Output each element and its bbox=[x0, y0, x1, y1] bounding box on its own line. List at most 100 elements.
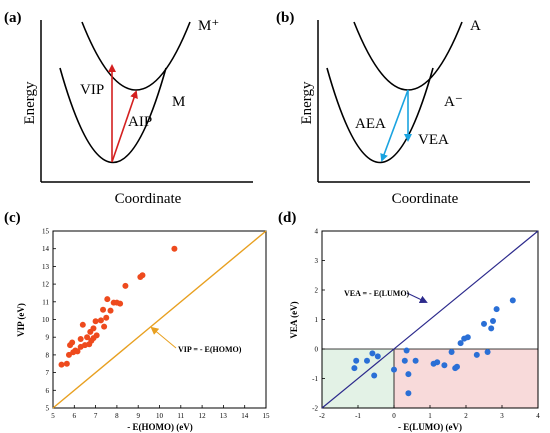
panel-d-label: (d) bbox=[278, 210, 296, 226]
panel-d-x-tick-label: 3 bbox=[500, 412, 504, 420]
panel-c-x-tick-label: 12 bbox=[199, 412, 207, 420]
panel-d-point bbox=[364, 357, 370, 364]
panel-c: (c) 5 6 7 8 9 10 11 12 13 14 15 5 6 7 8 9 10 11 12 13 14 15 V… bbox=[4, 210, 270, 432]
panel-d-x-tick-label: -1 bbox=[355, 412, 361, 420]
panel-c-x-tick-label: 5 bbox=[51, 412, 55, 420]
panel-d-point bbox=[351, 365, 358, 372]
panel-c-y-tick-label: 10 bbox=[42, 316, 50, 324]
panel-c-x-tick-label: 7 bbox=[94, 412, 98, 420]
panel-c-point bbox=[101, 323, 108, 330]
panel-d-point bbox=[473, 351, 480, 358]
panel-c-point bbox=[107, 307, 114, 314]
panel-b-label: (b) bbox=[276, 10, 294, 26]
panel-d-y-tick-label: 4 bbox=[315, 228, 319, 236]
panel-c-point bbox=[100, 306, 107, 313]
panel-d-line-label: VEA = - E(LUMO) bbox=[344, 289, 410, 298]
panel-c-y-tick-label: 8 bbox=[46, 351, 50, 359]
panel-d-y-tick-label: 2 bbox=[315, 287, 319, 295]
panel-b-upper-curve-label: A bbox=[470, 18, 481, 34]
panel-c-point bbox=[171, 245, 178, 252]
panel-d-point bbox=[457, 340, 464, 347]
panel-a-y-label: Energy bbox=[22, 81, 38, 125]
panel-c-point bbox=[97, 317, 104, 324]
panel-c-point bbox=[117, 300, 124, 307]
panel-d-point bbox=[405, 371, 412, 378]
panel-c-point bbox=[58, 361, 65, 368]
panel-d-point bbox=[403, 347, 410, 354]
panel-c-y-tick-label: 6 bbox=[46, 387, 50, 395]
panel-a-upper-curve bbox=[81, 21, 191, 91]
panel-d-point bbox=[353, 357, 360, 364]
panel-a-vip-label: VIP bbox=[80, 82, 104, 98]
panel-c-point bbox=[63, 360, 70, 367]
panel-d-x-tick-label: 2 bbox=[464, 412, 468, 420]
panel-d-point bbox=[464, 334, 471, 341]
panel-d-y-label: VEA (eV) bbox=[289, 301, 299, 338]
panel-c-y-label: VIP (eV) bbox=[16, 303, 26, 337]
panel-b-aea-label: AEA bbox=[355, 116, 386, 132]
panel-c-x-tick-label: 9 bbox=[136, 412, 140, 420]
panel-d-x-tick-label: 0 bbox=[392, 412, 396, 420]
panel-d-point bbox=[490, 317, 496, 324]
panel-b-vea-label: VEA bbox=[418, 132, 449, 148]
panel-c-point bbox=[92, 318, 99, 325]
panel-a-aip-arrow bbox=[111, 90, 138, 163]
panel-a-x-label: Coordinate bbox=[115, 191, 182, 207]
panel-d-y-tick-label: 1 bbox=[315, 316, 319, 324]
panel-d-point bbox=[401, 357, 408, 364]
panel-c-label: (c) bbox=[4, 210, 21, 226]
panel-d: (d) -2 -1 0 1 2 3 4 -2 -1 0 1 2 3 4 VEA = - E(LUMO) -… bbox=[278, 210, 540, 432]
panel-d-point bbox=[441, 362, 448, 369]
panel-c-point bbox=[139, 272, 146, 279]
panel-c-x-tick-label: 10 bbox=[156, 412, 164, 420]
panel-d-point bbox=[391, 366, 397, 373]
panel-c-point bbox=[69, 339, 76, 346]
panel-c-point bbox=[103, 314, 110, 321]
panel-a-upper-curve-label: M⁺ bbox=[198, 18, 219, 34]
panel-d-x-label: - E(LUMO) (eV) bbox=[398, 422, 462, 432]
panel-c-y-tick-label: 14 bbox=[42, 245, 50, 253]
panel-a-label: (a) bbox=[4, 10, 22, 26]
panel-d-point bbox=[488, 325, 495, 332]
panel-c-point bbox=[77, 335, 84, 342]
panel-b-x-label: Coordinate bbox=[392, 191, 459, 207]
panel-d-y-tick-label: -1 bbox=[312, 375, 318, 383]
panel-c-annotation-arrow bbox=[150, 326, 177, 349]
panel-d-x-tick-label: 4 bbox=[536, 412, 540, 420]
panel-d-point bbox=[481, 320, 487, 327]
panel-c-y-tick-label: 9 bbox=[46, 334, 50, 342]
panel-c-y-tick-label: 12 bbox=[42, 281, 50, 289]
panel-a-lower-curve bbox=[59, 67, 167, 164]
panel-c-line-label: VIP = - E(HOMO) bbox=[178, 345, 242, 354]
panel-c-x-tick-label: 14 bbox=[241, 412, 249, 420]
panel-c-x-tick-label: 13 bbox=[220, 412, 228, 420]
panel-d-point bbox=[434, 359, 441, 366]
panel-c-point bbox=[74, 348, 81, 355]
panel-d-point bbox=[493, 306, 500, 313]
panel-c-identity-line bbox=[52, 230, 267, 409]
panel-c-x-tick-label: 11 bbox=[177, 412, 184, 420]
panel-d-point bbox=[412, 357, 419, 364]
panel-c-y-tick-label: 13 bbox=[42, 263, 50, 271]
panel-c-y-tick-label: 11 bbox=[42, 298, 49, 306]
panel-d-pink-region bbox=[394, 349, 538, 408]
panel-c-x-tick-label: 15 bbox=[263, 412, 271, 420]
panel-c-x-tick-label: 8 bbox=[115, 412, 119, 420]
panel-d-identity-line bbox=[321, 230, 539, 409]
panel-d-point bbox=[484, 348, 491, 355]
panel-c-point bbox=[79, 321, 86, 328]
panel-a-lower-curve-label: M bbox=[172, 94, 185, 110]
panel-d-point bbox=[371, 372, 378, 379]
panel-c-point bbox=[84, 334, 91, 341]
panel-b-upper-curve bbox=[353, 21, 463, 91]
panel-b-lower-curve-label: A⁻ bbox=[444, 94, 463, 110]
panel-c-ticks: 5 6 7 8 9 10 11 12 13 14 15 5 6 7 8 9 10 11 12 13 14 15 bbox=[42, 228, 270, 421]
panel-d-point bbox=[405, 390, 412, 397]
panel-d-points bbox=[351, 297, 516, 397]
panel-c-point bbox=[90, 325, 97, 332]
panel-d-y-tick-label: 0 bbox=[315, 346, 319, 354]
panel-c-points bbox=[58, 245, 178, 368]
panel-b-y-label: Energy bbox=[299, 81, 315, 125]
panel-d-point bbox=[448, 348, 455, 355]
